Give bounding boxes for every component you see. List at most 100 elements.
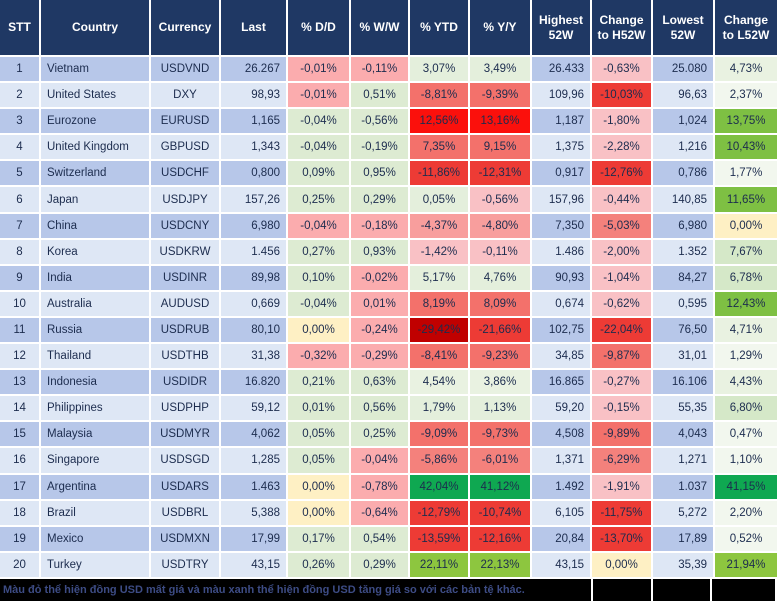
cell-ww: 0,25%: [350, 421, 410, 449]
cell-yy: -12,31%: [469, 160, 532, 188]
cell-high: 59,20: [531, 395, 592, 423]
column-header-low: Lowest 52W: [652, 0, 715, 57]
cell-ch: -5,03%: [591, 212, 653, 240]
cell-high: 0,674: [531, 290, 592, 318]
cell-last: 80,10: [220, 316, 288, 345]
cell-currency: AUDUSD: [150, 290, 221, 318]
table-row: 16 Singapore USDSGD 1,285 0,05% -0,04% -5,86% -…: [0, 447, 777, 475]
cell-cl: 21,94%: [714, 551, 777, 579]
cell-stt: 5: [0, 160, 41, 188]
cell-country: Mexico: [40, 525, 151, 553]
cell-currency: GBPUSD: [150, 134, 221, 162]
cell-yy: 3,49%: [469, 56, 532, 84]
cell-country: China: [40, 212, 151, 240]
cell-currency: DXY: [150, 82, 221, 110]
cell-currency: USDSGD: [150, 447, 221, 475]
column-header-cl: Change to L52W: [714, 0, 777, 57]
cell-low: 0,595: [652, 290, 715, 318]
cell-country: Turkey: [40, 551, 151, 579]
cell-last: 1.456: [220, 238, 288, 266]
table-row: 14 Philippines USDPHP 59,12 0,01% 0,56% 1,79% 1…: [0, 395, 777, 423]
cell-low: 4,043: [652, 421, 715, 449]
cell-currency: USDRUB: [150, 316, 221, 345]
cell-stt: 16: [0, 447, 41, 475]
cell-country: Singapore: [40, 447, 151, 475]
table-row: 18 Brazil USDBRL 5,388 0,00% -0,64% -12,79% -10…: [0, 499, 777, 527]
table-row: 3 Eurozone EURUSD 1,165 -0,04% -0,56% 12,56% 13…: [0, 108, 777, 136]
cell-ch: -6,29%: [591, 447, 653, 475]
cell-cl: 1,29%: [714, 343, 777, 371]
footer-note: Màu đỏ thể hiện đồng USD mất giá và màu …: [0, 578, 591, 601]
cell-low: 17,89: [652, 525, 715, 553]
cell-high: 20,84: [531, 525, 592, 553]
cell-cl: 11,65%: [714, 186, 777, 214]
cell-last: 0,800: [220, 160, 288, 188]
cell-country: United Kingdom: [40, 134, 151, 162]
table-row: 13 Indonesia USDIDR 16.820 0,21% 0,63% 4,54% 3,…: [0, 369, 777, 397]
cell-ch: -12,76%: [591, 160, 653, 188]
cell-ch: -22,04%: [591, 316, 653, 345]
cell-high: 1,187: [531, 108, 592, 136]
cell-ww: -0,56%: [350, 108, 410, 136]
cell-ytd: -11,86%: [409, 160, 470, 188]
cell-ch: -9,89%: [591, 421, 653, 449]
cell-last: 16.820: [220, 369, 288, 397]
table-row: 10 Australia AUDUSD 0,669 -0,04% 0,01% 8,19% 8,…: [0, 290, 777, 318]
cell-cl: 7,67%: [714, 238, 777, 266]
table-row: 17 Argentina USDARS 1.463 0,00% -0,78% 42,04% 4…: [0, 473, 777, 501]
table-row: 2 United States DXY 98,93 -0,01% 0,51% -8,81% -…: [0, 82, 777, 110]
table-row: 11 Russia USDRUB 80,10 0,00% -0,24% -29,42% -21…: [0, 316, 777, 345]
cell-ww: -0,24%: [350, 316, 410, 345]
cell-ch: -0,44%: [591, 186, 653, 214]
table-row: 19 Mexico USDMXN 17,99 0,17% 0,54% -13,59% -12,…: [0, 525, 777, 553]
cell-yy: -4,80%: [469, 212, 532, 240]
cell-cl: 0,52%: [714, 525, 777, 553]
cell-high: 1,371: [531, 447, 592, 475]
cell-ytd: -5,86%: [409, 447, 470, 475]
cell-cl: 6,80%: [714, 395, 777, 423]
cell-low: 35,39: [652, 551, 715, 579]
cell-high: 43,15: [531, 551, 592, 579]
cell-last: 59,12: [220, 395, 288, 423]
cell-ww: -0,02%: [350, 264, 410, 292]
cell-dd: 0,25%: [287, 186, 351, 214]
cell-ytd: 22,11%: [409, 551, 470, 579]
cell-low: 1,271: [652, 447, 715, 475]
cell-ch: -9,87%: [591, 343, 653, 371]
cell-stt: 11: [0, 316, 41, 345]
cell-yy: -21,66%: [469, 316, 532, 345]
cell-stt: 8: [0, 238, 41, 266]
table-row: 9 India USDINR 89,98 0,10% -0,02% 5,17% 4,76% 90…: [0, 264, 777, 292]
cell-ww: -0,11%: [350, 56, 410, 84]
cell-last: 1.463: [220, 473, 288, 501]
cell-dd: -0,04%: [287, 290, 351, 318]
cell-currency: USDINR: [150, 264, 221, 292]
column-header-high: Highest 52W: [531, 0, 592, 57]
cell-currency: USDCNY: [150, 212, 221, 240]
cell-country: Russia: [40, 316, 151, 345]
cell-ww: -0,04%: [350, 447, 410, 475]
cell-ww: 0,95%: [350, 160, 410, 188]
cell-ww: 0,29%: [350, 186, 410, 214]
cell-ch: -10,03%: [591, 82, 653, 110]
cell-high: 1,375: [531, 134, 592, 162]
cell-last: 0,669: [220, 290, 288, 318]
cell-high: 34,85: [531, 343, 592, 371]
cell-low: 16.106: [652, 369, 715, 397]
cell-high: 109,96: [531, 82, 592, 110]
cell-stt: 2: [0, 82, 41, 110]
cell-ww: -0,18%: [350, 212, 410, 240]
cell-dd: 0,27%: [287, 238, 351, 266]
table-header: STT Country Currency Last% D/D% W/W% YTD% Y…: [0, 0, 777, 57]
table-row: 1 Vietnam USDVND 26.267 -0,01% -0,11% 3,07% 3,4…: [0, 56, 777, 84]
cell-last: 5,388: [220, 499, 288, 527]
table-row: 8 Korea USDKRW 1.456 0,27% 0,93% -1,42% -0,11% 1…: [0, 238, 777, 266]
table-row: 6 Japan USDJPY 157,26 0,25% 0,29% 0,05% -0,56% 1…: [0, 186, 777, 214]
cell-cl: 0,00%: [714, 212, 777, 240]
footer: Màu đỏ thể hiện đồng USD mất giá và màu …: [0, 578, 777, 601]
cell-ww: -0,64%: [350, 499, 410, 527]
table-row: 12 Thailand USDTHB 31,38 -0,32% -0,29% -8,41% -…: [0, 343, 777, 371]
cell-ytd: 12,56%: [409, 108, 470, 136]
cell-ytd: -1,42%: [409, 238, 470, 266]
